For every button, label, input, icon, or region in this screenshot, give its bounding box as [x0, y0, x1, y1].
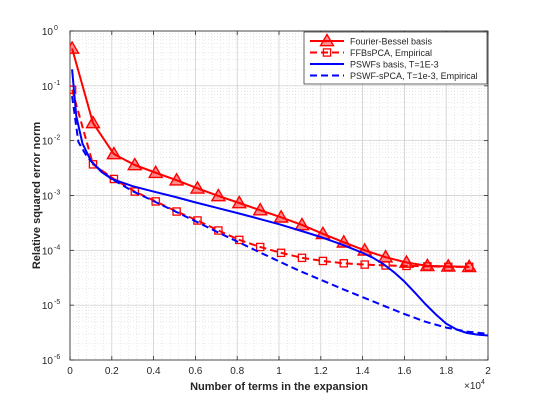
data-point — [360, 260, 369, 269]
data-point — [318, 256, 328, 266]
y-tick-label-exponent: -3 — [54, 190, 60, 197]
legend-label: PSWF-sPCA, T=1e-3, Empirical — [350, 71, 478, 81]
y-tick-label-base: 10 — [42, 192, 54, 203]
data-point — [252, 202, 268, 216]
x-tick-label: 0.4 — [147, 366, 161, 377]
series-1 — [70, 85, 474, 272]
y-tick-label-base: 10 — [42, 27, 54, 38]
series-3 — [71, 95, 488, 335]
data-point — [423, 262, 432, 271]
legend-marker — [322, 48, 332, 57]
data-point — [210, 188, 227, 202]
series-line — [71, 69, 488, 337]
data-point — [85, 115, 101, 129]
data-point — [127, 157, 143, 171]
grid — [69, 30, 489, 361]
series-layer — [70, 40, 488, 337]
series-line — [71, 95, 488, 335]
x-tick-label: 0.8 — [230, 366, 244, 377]
data-point — [273, 209, 289, 223]
legend-marker — [319, 33, 335, 47]
data-point — [339, 259, 349, 268]
y-tick-label-exponent: -5 — [54, 299, 60, 306]
x-tick-label: 1.6 — [397, 366, 411, 377]
legend-label: PSWFs basis, T=1E-3 — [350, 60, 439, 70]
y-tick-label-exponent: -4 — [54, 244, 60, 251]
x-axis-label: Number of terms in the expansion — [190, 381, 368, 393]
data-point — [276, 248, 286, 258]
data-point — [255, 242, 265, 252]
x-tick-label: 2 — [485, 366, 491, 377]
data-point — [172, 207, 181, 216]
x-axis-exponent: ×10 4 — [464, 379, 485, 392]
x-tick-label: 0.2 — [105, 366, 119, 377]
y-tick-label-base: 10 — [42, 356, 54, 367]
data-point — [231, 195, 248, 209]
data-point — [151, 197, 160, 206]
data-point — [88, 160, 98, 169]
data-point — [189, 180, 206, 194]
y-tick-label-exponent: -6 — [54, 354, 60, 361]
y-axis-label: Relative squared error norm — [31, 122, 43, 270]
y-tick-label-base: 10 — [42, 137, 54, 148]
y-tick-label-exponent: 0 — [54, 25, 58, 32]
x-axis-exponent-base: ×10 — [464, 381, 481, 392]
x-tick-label: 0.6 — [188, 366, 202, 377]
data-point — [464, 262, 474, 272]
axis-ticks: 0 0.2 0.4 0.6 0.8 1 1.2 1.4 1.6 1.8 210 -610 -510 -41… — [42, 25, 491, 377]
data-point — [70, 85, 77, 94]
data-point — [70, 40, 80, 54]
data-point — [402, 261, 411, 271]
series-2 — [71, 69, 488, 337]
y-tick-label-base: 10 — [42, 82, 54, 93]
y-tick-label-exponent: -1 — [54, 80, 60, 87]
x-tick-label: 1.4 — [356, 366, 370, 377]
data-point — [381, 261, 390, 270]
x-tick-label: 1 — [276, 366, 282, 377]
x-tick-label: 1.2 — [314, 366, 328, 377]
y-tick-label-base: 10 — [42, 246, 54, 257]
y-tick-label-base: 10 — [42, 301, 54, 312]
x-tick-label: 0 — [67, 366, 73, 377]
data-point — [168, 172, 185, 186]
data-point — [130, 187, 140, 196]
legend-label: Fourier-Bessel basis — [350, 37, 433, 47]
data-point — [106, 146, 122, 160]
x-tick-label: 1.8 — [439, 366, 453, 377]
data-point — [294, 217, 310, 231]
data-point — [297, 253, 307, 263]
x-axis-exponent-power: 4 — [481, 379, 485, 386]
y-tick-label-exponent: -2 — [54, 135, 60, 142]
data-point — [147, 164, 164, 179]
legend-label: FFBsPCA, Empirical — [350, 48, 432, 58]
data-point — [444, 262, 453, 272]
